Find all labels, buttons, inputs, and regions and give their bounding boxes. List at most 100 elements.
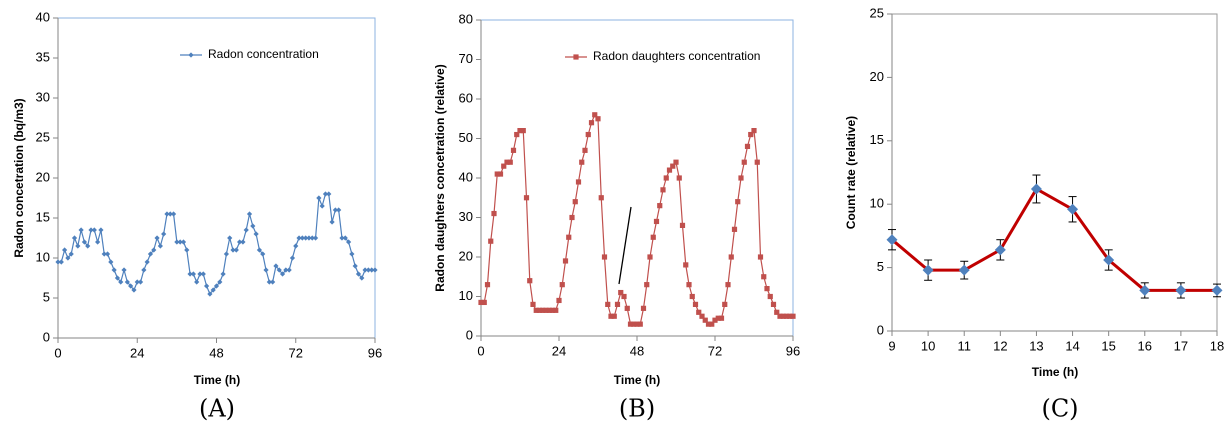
marker xyxy=(689,293,695,300)
marker xyxy=(95,239,101,245)
y-tick-label: 30 xyxy=(36,89,50,104)
y-axis-title: Radon concetration (bq/m3) xyxy=(12,98,26,257)
annotation-arrow xyxy=(618,206,632,285)
y-tick-label: 15 xyxy=(870,132,884,147)
marker xyxy=(128,283,134,289)
series-line xyxy=(58,193,375,295)
marker xyxy=(260,251,266,257)
marker xyxy=(207,291,213,297)
marker xyxy=(101,251,107,257)
marker xyxy=(595,116,601,122)
marker xyxy=(332,207,338,213)
y-tick-label: 40 xyxy=(36,9,50,24)
marker xyxy=(751,128,757,134)
marker xyxy=(177,239,183,245)
x-tick-label: 11 xyxy=(957,338,971,353)
y-tick-label: 60 xyxy=(459,90,473,105)
y-tick-label: 25 xyxy=(36,129,50,144)
marker xyxy=(345,239,352,245)
x-axis-title: Time (h) xyxy=(614,373,660,387)
marker xyxy=(556,297,562,304)
y-tick-label: 40 xyxy=(459,169,473,184)
marker xyxy=(293,243,299,249)
marker xyxy=(118,279,124,285)
y-axis-title: Radon daughters concetration (relative) xyxy=(433,64,447,291)
marker xyxy=(362,267,368,273)
marker xyxy=(572,199,578,205)
marker xyxy=(355,271,362,277)
marker xyxy=(342,235,348,241)
x-tick-label: 96 xyxy=(368,345,382,360)
x-axis-title: Time (h) xyxy=(1032,365,1078,379)
marker xyxy=(605,301,611,307)
marker xyxy=(352,263,358,269)
legend-marker xyxy=(573,54,579,60)
marker xyxy=(157,243,163,249)
y-tick-label: 35 xyxy=(36,49,50,64)
marker xyxy=(653,218,660,225)
marker xyxy=(886,234,898,246)
marker xyxy=(958,264,970,276)
x-tick-label: 17 xyxy=(1174,338,1188,353)
marker xyxy=(312,235,319,241)
marker xyxy=(728,254,734,260)
x-tick-label: 0 xyxy=(54,345,61,360)
marker xyxy=(270,279,276,285)
y-tick-label: 10 xyxy=(36,249,50,264)
marker xyxy=(644,282,650,288)
marker xyxy=(124,279,130,285)
marker xyxy=(306,235,312,241)
marker xyxy=(253,231,259,237)
marker xyxy=(608,313,614,319)
marker xyxy=(634,321,640,327)
marker xyxy=(200,271,206,277)
marker xyxy=(349,251,355,257)
x-tick-label: 12 xyxy=(993,338,1007,353)
plot-frame xyxy=(891,13,1218,332)
marker xyxy=(1103,254,1115,266)
marker xyxy=(227,235,233,241)
marker xyxy=(1175,284,1187,296)
marker xyxy=(683,262,689,268)
legend-marker xyxy=(188,52,194,58)
marker xyxy=(627,321,634,327)
marker xyxy=(494,171,500,177)
x-axis-title: Time (h) xyxy=(194,373,240,387)
marker xyxy=(647,254,653,260)
legend-label: Radon concentration xyxy=(208,47,319,61)
x-tick-label: 15 xyxy=(1101,338,1115,353)
marker xyxy=(283,267,289,273)
marker xyxy=(611,313,617,319)
marker xyxy=(559,282,565,288)
marker xyxy=(240,239,246,245)
marker xyxy=(58,259,64,265)
marker xyxy=(220,271,226,277)
marker xyxy=(527,278,533,284)
marker xyxy=(536,307,543,313)
x-tick-label: 14 xyxy=(1065,338,1079,353)
marker xyxy=(190,271,196,277)
x-tick-label: 48 xyxy=(630,343,644,358)
marker xyxy=(741,159,747,165)
marker xyxy=(144,259,150,265)
marker xyxy=(197,271,203,277)
y-tick-label: 0 xyxy=(877,322,884,337)
marker xyxy=(210,287,216,293)
x-tick-label: 48 xyxy=(209,345,223,360)
marker xyxy=(686,282,692,288)
caption: (C) xyxy=(1041,395,1078,423)
marker xyxy=(164,211,170,217)
marker xyxy=(170,211,177,217)
marker xyxy=(98,227,104,233)
marker xyxy=(161,231,167,237)
marker xyxy=(666,167,673,173)
marker xyxy=(757,254,764,260)
marker xyxy=(744,143,751,149)
marker xyxy=(764,286,770,292)
marker xyxy=(692,301,699,307)
marker xyxy=(266,279,272,285)
marker xyxy=(592,112,598,118)
x-tick-label: 0 xyxy=(477,343,484,358)
marker xyxy=(289,255,296,261)
